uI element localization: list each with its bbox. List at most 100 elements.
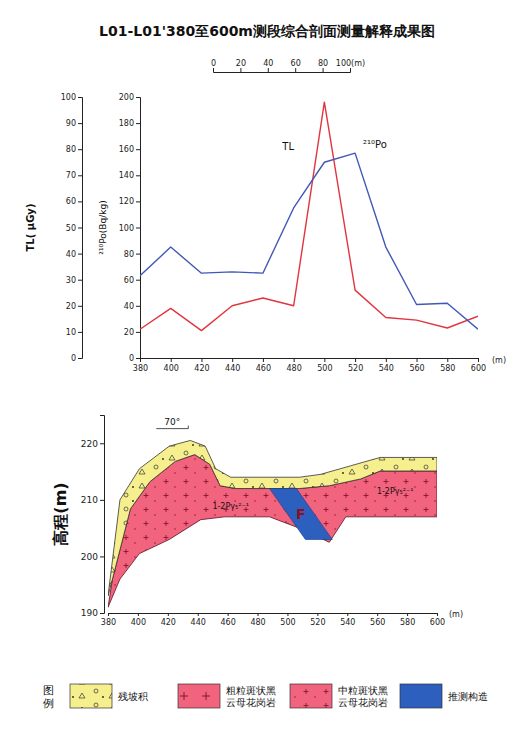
tick-label: 190 [81, 608, 98, 618]
legend-label: 推测构造 [448, 691, 488, 702]
tick-label: 580 [400, 618, 415, 627]
legend-title: 图例 [43, 684, 54, 710]
tick-label: 200 [119, 93, 134, 102]
tick-label: 120 [119, 197, 134, 206]
tick-label: 420 [194, 364, 209, 373]
tick: 460 [220, 613, 235, 627]
tick: 30 [66, 276, 82, 285]
section-y-axis: 190 200 210 220 [81, 416, 105, 619]
tick-mark [240, 68, 241, 72]
tick: 460 [256, 358, 271, 373]
tick: 160 [119, 145, 140, 154]
tick-label: 0 [211, 59, 216, 68]
tick: 10 [66, 328, 82, 337]
scale-bar: 020406080100(m) [211, 59, 365, 73]
series-label: ²¹⁰Po [363, 139, 387, 150]
tick-mark [317, 613, 318, 616]
tick-label: 80 [124, 250, 134, 259]
tick-label: 160 [119, 145, 134, 154]
tick-label: 80 [318, 59, 328, 68]
tick: 400 [164, 358, 179, 373]
tick-label: 480 [250, 618, 265, 627]
tick: 0 [211, 59, 216, 72]
tick: 50 [66, 224, 82, 233]
tick: 420 [194, 358, 209, 373]
tick-mark [136, 123, 140, 124]
tick-mark [100, 613, 104, 614]
tick-mark [228, 613, 229, 616]
tick-label: 80 [66, 145, 76, 154]
y2-axis-line [136, 98, 141, 359]
tick-label: 0 [71, 354, 76, 363]
tick-label: 50 [66, 224, 76, 233]
tick-mark [386, 358, 387, 362]
tick-label: 400 [164, 364, 179, 373]
tick-label: 460 [256, 364, 271, 373]
tick-label: 540 [340, 618, 355, 627]
tick: 540 [340, 613, 355, 627]
x-axis-title: (m) [492, 356, 506, 365]
tick-label: 600 [430, 618, 445, 627]
tick: 200 [81, 552, 104, 562]
tick: 180 [119, 119, 140, 128]
tick-mark [294, 358, 295, 362]
tick-label: 40 [124, 302, 134, 311]
tick-mark [136, 97, 140, 98]
tick-label: 180 [119, 119, 134, 128]
plot-area [140, 102, 478, 330]
x-axis: 380400420440460480500520540560580600 [133, 358, 486, 373]
tick-label: 140 [119, 171, 134, 180]
tick: 600 [471, 358, 486, 373]
tick-mark [136, 254, 140, 255]
tick-label: 60 [124, 276, 134, 285]
tick: 220 [81, 439, 104, 449]
tick-label: 30 [66, 276, 76, 285]
tick: 40 [263, 59, 273, 72]
tick-label: 380 [133, 364, 148, 373]
legend-swatch [290, 684, 332, 708]
tick-mark [136, 228, 140, 229]
tick-label: 400 [131, 618, 146, 627]
tick: 380 [101, 613, 116, 627]
tick-label: 40 [263, 59, 273, 68]
tick: 580 [440, 358, 455, 373]
tick-label: 540 [379, 364, 394, 373]
section-x-axis-line [109, 614, 438, 617]
tick: 100 [119, 224, 140, 233]
tick-mark [417, 358, 418, 362]
tick-mark [258, 613, 259, 616]
tick-mark [78, 332, 82, 333]
tick-label: 20 [236, 59, 246, 68]
tick: 120 [119, 197, 140, 206]
tick: 520 [348, 358, 363, 373]
tick-mark [136, 306, 140, 307]
legend-swatch [400, 684, 442, 708]
y2-axis-title: ²¹⁰Po(Bq/kg) [98, 200, 108, 254]
series-label: TL [281, 141, 294, 152]
tick-mark [263, 358, 264, 362]
tick-mark [78, 97, 82, 98]
tick-mark [168, 613, 169, 616]
legend-label: 粗粒斑状黑云母花岗岩 [226, 685, 276, 708]
tick-label: 460 [220, 618, 235, 627]
tick: 80 [124, 250, 140, 259]
tick-mark [136, 332, 140, 333]
tick-mark [78, 358, 82, 359]
tick-mark [324, 358, 325, 362]
tick: 480 [250, 613, 265, 627]
tick: 70 [66, 171, 82, 180]
tick-mark [377, 613, 378, 616]
section-y-title: 高程(m) [51, 482, 70, 545]
tick: 210 [81, 495, 104, 505]
tick-mark [347, 613, 348, 616]
tick-mark [407, 613, 408, 616]
tick-mark [78, 123, 82, 124]
tick-mark [201, 358, 202, 362]
y2-axis: 020406080100120140160180200 [119, 93, 141, 363]
tick-mark [100, 500, 104, 501]
tick-mark [78, 280, 82, 281]
tick: 100 [61, 93, 82, 102]
tick-label: 10 [66, 328, 76, 337]
tick: 80 [66, 145, 82, 154]
tick-label: 480 [286, 364, 301, 373]
